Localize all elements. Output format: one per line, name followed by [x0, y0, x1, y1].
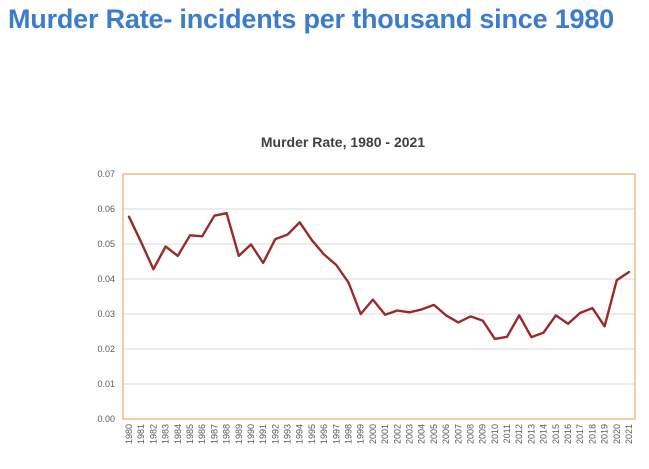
x-tick-label: 1980 — [124, 424, 134, 444]
x-tick-label: 1988 — [222, 424, 232, 444]
series-line-murder-rate — [127, 211, 631, 341]
x-tick-label: 1992 — [270, 424, 280, 444]
x-tick-label: 1989 — [234, 424, 244, 444]
x-tick-label: 2008 — [465, 424, 475, 444]
x-tick-label: 1991 — [258, 424, 268, 444]
y-tick-label: 0.03 — [97, 309, 115, 319]
y-tick-label: 0.01 — [97, 379, 115, 389]
x-tick-label: 2003 — [404, 424, 414, 444]
x-tick-label: 2005 — [429, 424, 439, 444]
x-tick-label: 2000 — [368, 424, 378, 444]
x-tick-label: 2004 — [417, 424, 427, 444]
x-tick-label: 2021 — [624, 424, 634, 444]
x-tick-label: 2014 — [539, 424, 549, 444]
x-tick-label: 1984 — [173, 424, 183, 444]
x-tick-label: 1996 — [319, 424, 329, 444]
x-tick-label: 1999 — [356, 424, 366, 444]
x-tick-label: 1994 — [295, 424, 305, 444]
x-tick-label: 1997 — [331, 424, 341, 444]
x-tick-label: 2013 — [526, 424, 536, 444]
x-tick-label: 1995 — [307, 424, 317, 444]
y-tick-label: 0.04 — [97, 274, 115, 284]
x-tick-label: 1982 — [148, 424, 158, 444]
plot-area — [122, 173, 636, 420]
x-tick-label: 2007 — [453, 424, 463, 444]
x-tick-label: 2002 — [392, 424, 402, 444]
x-tick-label: 2019 — [600, 424, 610, 444]
x-tick-label: 1993 — [283, 424, 293, 444]
y-tick-label: 0.00 — [97, 414, 115, 424]
x-tick-label: 1983 — [161, 424, 171, 444]
x-tick-label: 2009 — [478, 424, 488, 444]
y-tick-label: 0.07 — [97, 169, 115, 179]
x-tick-label: 1987 — [209, 424, 219, 444]
x-tick-label: 1986 — [197, 424, 207, 444]
y-tick-label: 0.05 — [97, 239, 115, 249]
x-tick-label: 2011 — [502, 424, 512, 443]
grid-lines — [123, 208, 635, 385]
x-tick-label: 2001 — [380, 424, 390, 444]
chart-title: Murder Rate, 1980 - 2021 — [261, 134, 425, 150]
x-axis: 1980 1981 1982 1983 1984 1985 1986 1987 1988 1989… — [124, 424, 634, 444]
x-tick-label: 2020 — [612, 424, 622, 444]
x-tick-label: 2018 — [587, 424, 597, 444]
y-tick-label: 0.02 — [97, 344, 115, 354]
x-tick-label: 2012 — [514, 424, 524, 444]
x-tick-label: 2010 — [490, 424, 500, 444]
slide-title: Murder Rate- incidents per thousand sinc… — [8, 4, 614, 34]
x-tick-label: 2015 — [551, 424, 561, 444]
x-tick-label: 2016 — [563, 424, 573, 444]
y-axis: 0.00 0.01 0.02 0.03 0.04 0.05 0.06 0.07 — [97, 169, 115, 424]
x-tick-label: 1990 — [246, 424, 256, 444]
x-tick-label: 2017 — [575, 424, 585, 444]
x-tick-label: 1998 — [344, 424, 354, 444]
y-tick-label: 0.06 — [97, 204, 115, 214]
x-tick-label: 1985 — [185, 424, 195, 444]
x-tick-label: 1981 — [136, 424, 146, 444]
x-tick-label: 2006 — [441, 424, 451, 444]
